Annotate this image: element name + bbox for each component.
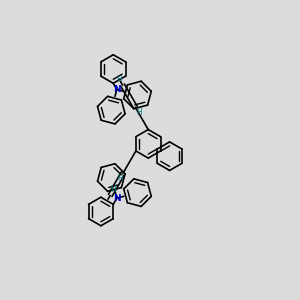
Text: H: H <box>111 185 116 194</box>
Text: N: N <box>113 194 121 203</box>
Text: H: H <box>136 109 142 118</box>
Text: H: H <box>116 75 122 84</box>
Text: N: N <box>113 85 121 94</box>
Text: H: H <box>117 174 123 183</box>
